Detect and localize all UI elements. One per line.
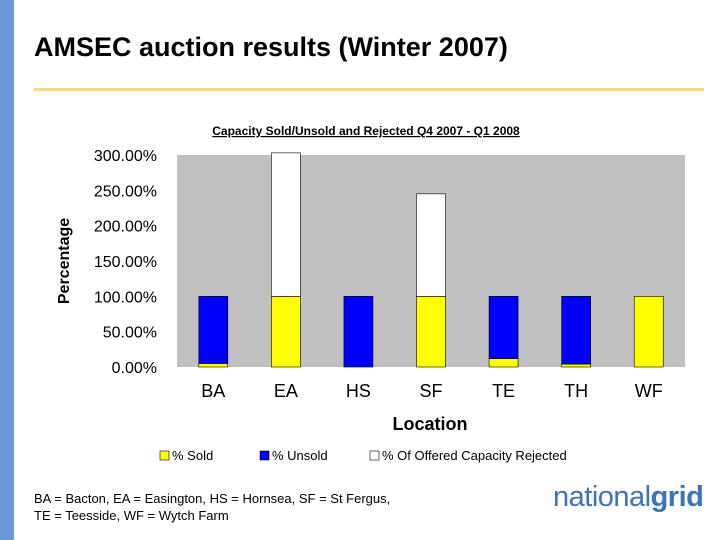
legend-label: % Unsold <box>272 448 328 463</box>
x-tick-label: SF <box>419 381 442 401</box>
title-underline <box>34 88 704 91</box>
national-grid-logo: nationalgrid <box>553 481 704 514</box>
bar-te-series-1 <box>488 296 519 359</box>
y-axis-label: Percentage <box>56 218 73 304</box>
bar-th-series-0 <box>561 363 591 368</box>
bar-wf-series-0 <box>633 296 664 368</box>
y-tick-label: 200.00% <box>94 219 157 236</box>
x-tick-label: WF <box>635 381 663 401</box>
bar-ba-series-0 <box>198 363 229 368</box>
legend: % Sold % Unsold % Of Offered Capacity Reje… <box>159 448 567 463</box>
x-tick-label: HS <box>346 381 371 401</box>
x-tick-label: EA <box>274 381 298 401</box>
bar-te-series-0 <box>488 358 519 368</box>
footnote-line-2: TE = Teesside, WF = Wytch Farm <box>34 508 229 523</box>
x-tick-label: TE <box>492 381 515 401</box>
legend-swatch <box>369 450 380 461</box>
location-footnote: BA = Bacton, EA = Easington, HS = Hornse… <box>34 490 390 524</box>
chart-title: Capacity Sold/Unsold and Rejected Q4 200… <box>212 124 520 138</box>
legend-swatch <box>259 450 270 461</box>
slide-title: AMSEC auction results (Winter 2007) <box>34 32 508 62</box>
logo-text-grid: grid <box>650 481 704 513</box>
logo-text-national: national <box>553 481 651 513</box>
x-axis-label: Location <box>393 414 468 434</box>
y-tick-label: 250.00% <box>94 183 157 200</box>
chart-container: Capacity Sold/Unsold and Rejected Q4 200… <box>38 110 692 472</box>
sidebar-accent-bar <box>0 0 14 540</box>
bars-group <box>198 152 664 368</box>
stacked-bar-chart: Capacity Sold/Unsold and Rejected Q4 200… <box>56 124 685 463</box>
footnote-line-1: BA = Bacton, EA = Easington, HS = Hornse… <box>34 491 391 506</box>
bar-hs-series-1 <box>343 296 374 368</box>
y-tick-label: 50.00% <box>103 325 157 342</box>
y-tick-label: 300.00% <box>94 148 157 165</box>
y-tick-label: 100.00% <box>94 289 157 306</box>
bar-ea-series-2 <box>271 152 301 297</box>
bar-sf-series-2 <box>416 193 446 297</box>
y-axis-ticks: 0.00% 50.00% 100.00% 150.00% 200.00% 250.00% 3… <box>94 148 157 377</box>
y-tick-label: 150.00% <box>94 254 157 271</box>
legend-swatch <box>159 450 170 461</box>
bar-ea-series-0 <box>271 296 301 368</box>
legend-label: % Sold <box>172 448 213 463</box>
bar-th-series-1 <box>561 296 591 365</box>
bar-ba-series-1 <box>198 296 229 364</box>
x-tick-label: TH <box>564 381 588 401</box>
legend-label: % Of Offered Capacity Rejected <box>382 448 567 463</box>
x-axis-ticks: BA EA HS SF TE TH WF <box>201 381 662 401</box>
bar-sf-series-0 <box>416 296 446 368</box>
x-tick-label: BA <box>201 381 225 401</box>
y-tick-label: 0.00% <box>112 360 157 377</box>
